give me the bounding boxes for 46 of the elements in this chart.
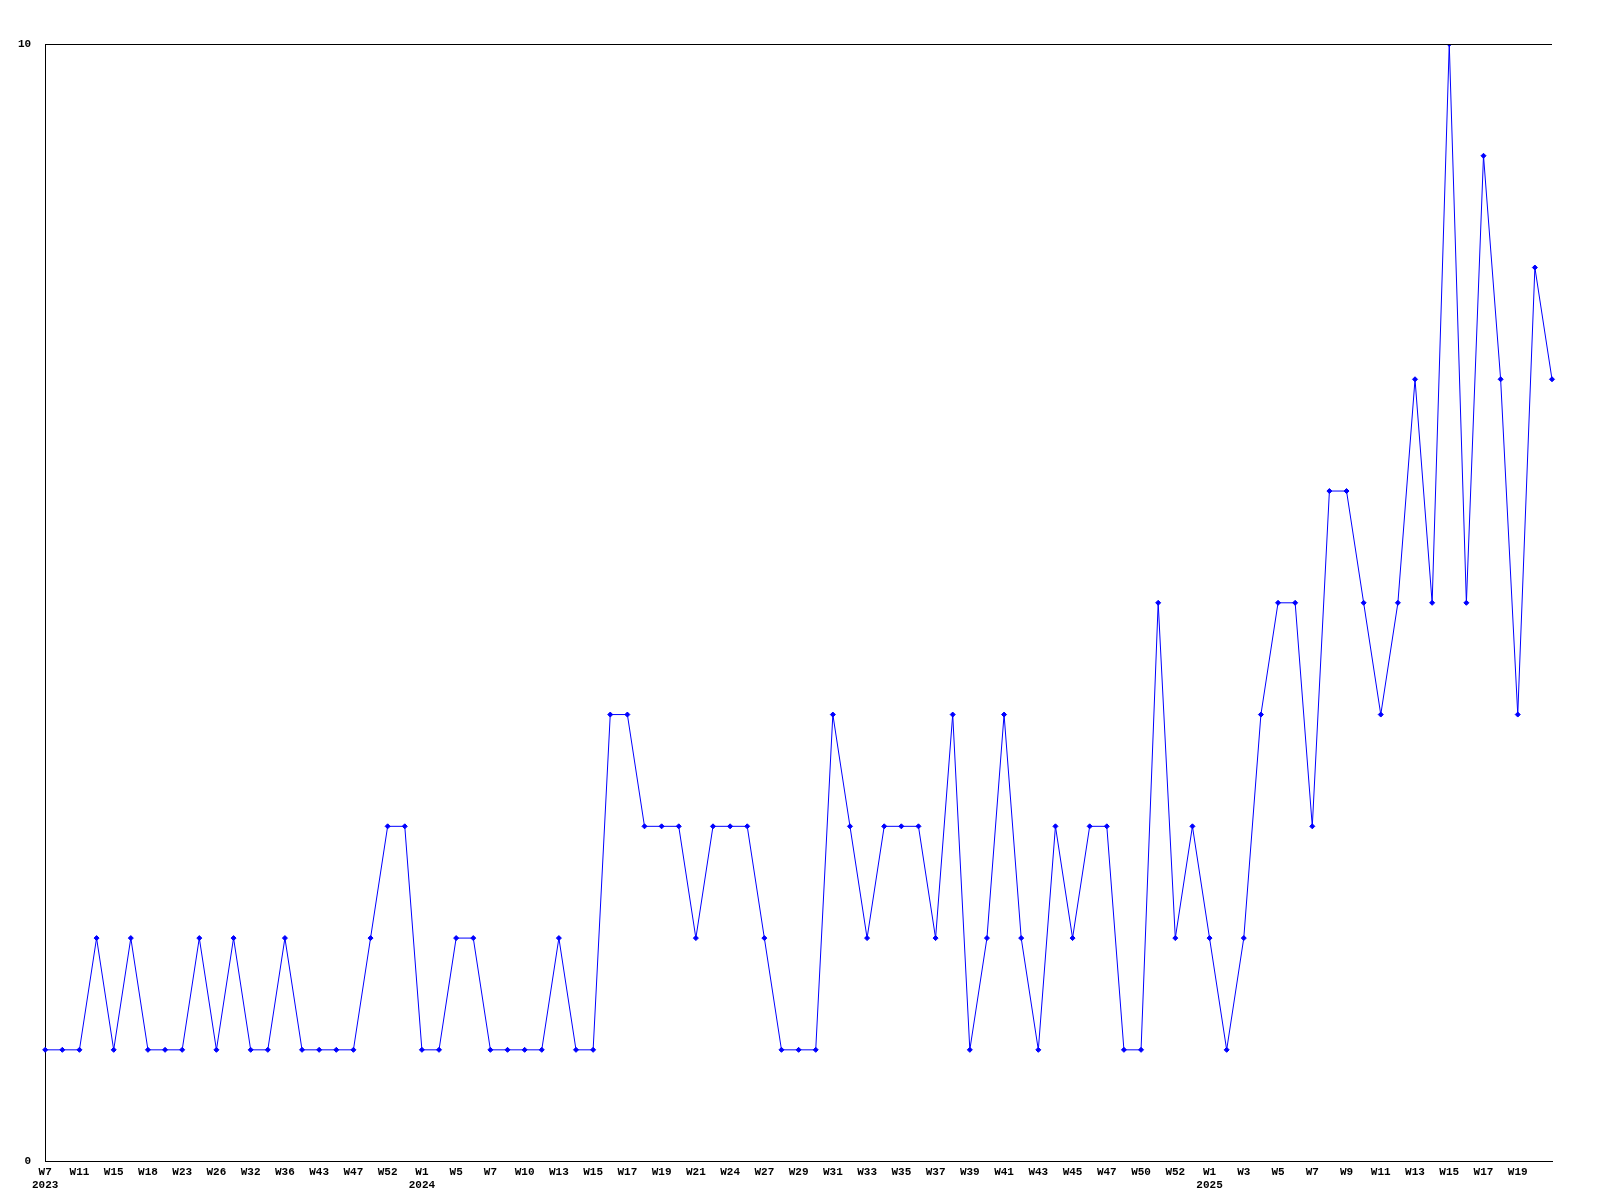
x-tick-label: W19 [1507,1165,1528,1178]
x-tick-label: W5 [1271,1165,1286,1178]
x-tick-label: W43 [1028,1165,1049,1178]
x-tick-label: W43 [309,1165,330,1178]
x-tick-label: W15 [103,1165,124,1178]
x-tick-label: W35 [891,1165,912,1178]
x-tick-label: W37 [925,1165,946,1178]
y-tick-label: 0 [24,1155,32,1168]
x-tick-label: W23 [172,1165,193,1178]
x-tick-label: W1 2024 [408,1165,436,1192]
x-tick-label: W26 [206,1165,227,1178]
x-tick-label: W21 [685,1165,707,1178]
x-tick-label: W47 [343,1165,364,1178]
x-tick-label: W11 [1370,1165,1392,1178]
x-tick-label: W27 [754,1165,775,1178]
x-tick-label: W52 [377,1165,398,1178]
x-tick-label: W15 [1439,1165,1460,1178]
x-tick-label: W3 [1237,1165,1251,1178]
x-tick-label: W13 [1405,1165,1426,1178]
x-tick-label: W9 [1339,1165,1354,1178]
x-tick-label: W1 2025 [1196,1165,1224,1192]
x-tick-label: W19 [651,1165,672,1178]
x-tick-label: W50 [1131,1165,1151,1178]
x-tick-label: W15 [583,1165,604,1178]
x-tick-label: W29 [788,1165,809,1178]
x-tick-label: W5 [449,1165,464,1178]
x-tick-label: W47 [1096,1165,1117,1178]
x-tick-label: W7 [1305,1165,1319,1178]
x-tick-label: W41 [994,1165,1015,1178]
x-tick-label: W32 [240,1165,261,1178]
y-tick-label: 10 [18,37,32,50]
x-tick-label: W52 [1165,1165,1186,1178]
x-tick-label: W24 [720,1165,741,1178]
x-tick-label: W7 2023 [32,1165,59,1192]
x-tick-label: W36 [275,1165,295,1178]
x-tick-label: W31 [822,1165,844,1178]
x-tick-label: W39 [959,1165,980,1178]
x-tick-label: W45 [1062,1165,1083,1178]
x-tick-label: W10 [514,1165,535,1178]
x-tick-label: W17 [617,1165,638,1178]
x-tick-label: W11 [69,1165,90,1178]
x-tick-label: W7 [483,1165,497,1178]
x-tick-label: W18 [138,1165,159,1178]
x-tick-label: W17 [1473,1165,1494,1178]
x-tick-label: W33 [857,1165,878,1178]
x-tick-label: W13 [548,1165,570,1178]
